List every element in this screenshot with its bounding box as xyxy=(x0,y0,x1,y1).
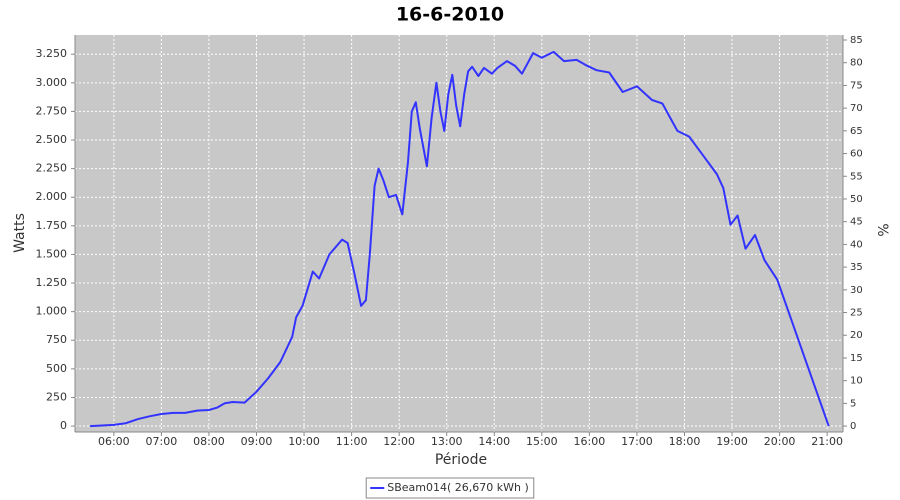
legend-box xyxy=(365,477,535,499)
y-tick-label: 1.750 xyxy=(36,219,68,232)
y2-tick-label: 20 xyxy=(850,330,863,341)
x-tick-label: 21:00 xyxy=(811,435,843,448)
legend-label: SBeam014( 26,670 kWh ) xyxy=(387,481,529,494)
y2-tick-label: 15 xyxy=(850,353,863,364)
x-tick-label: 17:00 xyxy=(621,435,653,448)
x-tick-label: 20:00 xyxy=(764,435,796,448)
y-tick-label: 1.250 xyxy=(36,276,68,289)
y2-tick-label: 65 xyxy=(850,126,863,137)
x-tick-label: 19:00 xyxy=(716,435,748,448)
x-tick-label: 07:00 xyxy=(146,435,178,448)
chart-title: 16-6-2010 xyxy=(396,4,504,26)
y-tick-label: 750 xyxy=(46,333,67,346)
plot-area xyxy=(75,35,843,432)
y-tick-label: 1.000 xyxy=(36,305,68,318)
y-tick-label: 2.250 xyxy=(36,162,68,175)
y2-tick-label: 55 xyxy=(850,171,863,182)
data-line xyxy=(90,50,830,428)
y2-axis-label: % xyxy=(874,223,890,236)
y2-tick-label: 10 xyxy=(850,376,863,387)
y2-tick-label: 35 xyxy=(850,262,863,273)
y2-tick-label: 85 xyxy=(850,35,863,46)
y2-tick-label: 80 xyxy=(850,58,863,69)
x-axis-label: Période xyxy=(435,452,487,468)
y2-tick-label: 70 xyxy=(850,103,863,114)
y2-tick-label: 5 xyxy=(850,398,856,409)
y-tick-label: 0 xyxy=(60,419,67,432)
x-tick-label: 12:00 xyxy=(383,435,415,448)
y-tick-label: 250 xyxy=(46,390,67,403)
y-tick-label: 2.750 xyxy=(36,104,68,117)
y2-tick-label: 50 xyxy=(850,194,863,205)
y-tick-label: 2.000 xyxy=(36,190,68,203)
x-tick-label: 15:00 xyxy=(526,435,558,448)
y2-tick-label: 30 xyxy=(850,285,863,296)
x-tick-label: 14:00 xyxy=(478,435,510,448)
y2-tick-label: 75 xyxy=(850,80,863,91)
y-axis-label: Watts xyxy=(12,213,28,253)
y-tick-label: 3.000 xyxy=(36,76,68,89)
x-tick-label: 09:00 xyxy=(241,435,273,448)
y2-tick-label: 40 xyxy=(850,239,863,250)
x-tick-label: 13:00 xyxy=(431,435,463,448)
y2-tick-label: 60 xyxy=(850,149,863,160)
y-tick-label: 500 xyxy=(46,362,67,375)
y-tick-label: 1.500 xyxy=(36,247,68,260)
x-tick-label: 06:00 xyxy=(98,435,130,448)
x-tick-label: 10:00 xyxy=(288,435,320,448)
legend: SBeam014( 26,670 kWh ) xyxy=(365,477,535,499)
x-tick-label: 11:00 xyxy=(336,435,368,448)
x-tick-label: 18:00 xyxy=(669,435,701,448)
y2-tick-label: 0 xyxy=(850,421,856,432)
y-tick-label: 2.500 xyxy=(36,133,68,146)
x-tick-label: 08:00 xyxy=(193,435,225,448)
y2-tick-label: 45 xyxy=(850,217,863,228)
y-tick-label: 3.250 xyxy=(36,47,68,60)
y2-tick-label: 25 xyxy=(850,308,863,319)
x-tick-label: 16:00 xyxy=(574,435,606,448)
